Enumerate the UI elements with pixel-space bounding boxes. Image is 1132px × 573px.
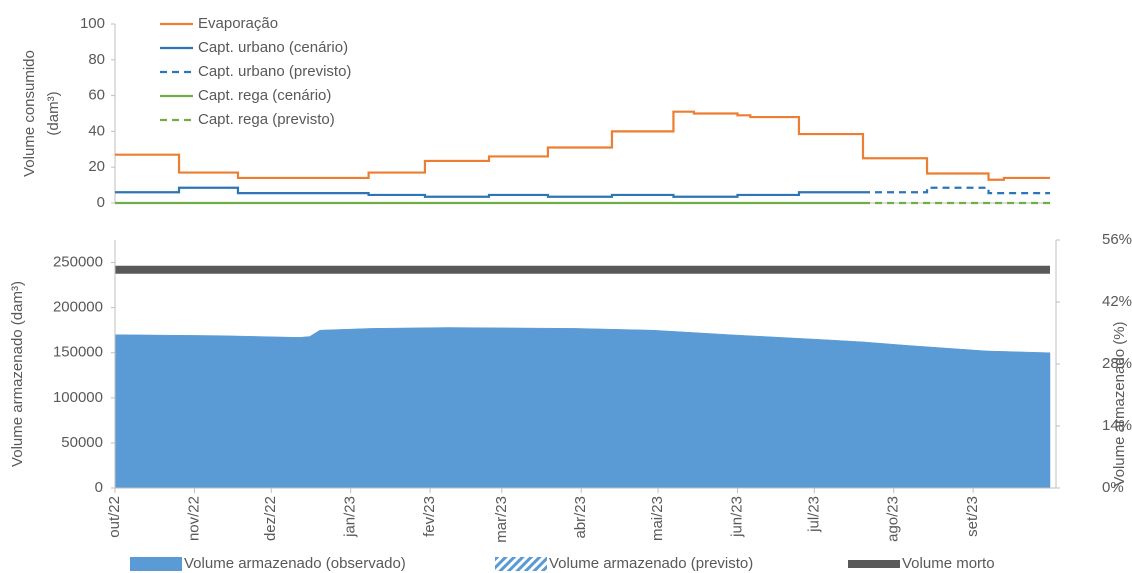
legend-swatch [130,557,182,571]
y2-tick-label: 14% [1102,417,1132,434]
x-tick-label: jan/23 [342,496,359,538]
x-tick-label: dez/22 [262,496,279,541]
y2-tick-label: 28% [1102,355,1132,372]
y-tick-label: 60 [88,87,105,104]
x-tick-label: mai/23 [649,496,666,541]
y-tick-label: 250000 [53,254,103,271]
area-series [862,341,1051,489]
y-tick-label: 20 [88,158,105,175]
x-tick-label: mar/23 [493,496,510,543]
line-series [115,186,863,198]
legend-swatch [495,557,547,571]
x-tick-label: out/22 [106,496,123,538]
line-series [115,110,1050,181]
y-tick-label: 80 [88,51,105,68]
y-tick-label: 0 [97,194,105,211]
legend-label: Volume morto [902,555,995,572]
y-tick-label: 100000 [53,389,103,406]
x-tick-label: nov/22 [185,496,202,541]
legend-label: Volume armazenado (observado) [184,555,406,572]
y2-tick-label: 0% [1102,479,1124,496]
x-tick-label: fev/23 [421,496,438,537]
y2-axis-label: Volume armazenado (%) [1111,321,1128,486]
legend-label: Evaporação [198,15,278,32]
y-tick-label: 0 [95,479,103,496]
y-tick-label: 50000 [61,434,103,451]
y2-tick-label: 56% [1102,231,1132,248]
legend-label: Volume armazenado (previsto) [549,555,753,572]
y-axis-label: Volume armazenado (dam³) [9,281,26,467]
legend-label: Capt. rega (cenário) [198,87,331,104]
legend-label: Capt. rega (previsto) [198,111,335,128]
legend-label: Capt. urbano (cenário) [198,39,348,56]
y-tick-label: 200000 [53,299,103,316]
legend-label: Capt. urbano (previsto) [198,63,351,80]
x-tick-label: jun/23 [728,496,745,538]
x-tick-label: abr/23 [572,496,589,539]
y-axis-label: (dam³) [45,91,62,135]
y2-tick-label: 42% [1102,293,1132,310]
x-tick-label: set/23 [964,496,981,537]
line-series [863,186,1050,195]
y-tick-label: 150000 [53,344,103,361]
x-tick-label: ago/23 [885,496,902,542]
area-series [114,327,864,489]
y-tick-label: 40 [88,122,105,139]
y-tick-label: 100 [80,15,105,32]
y-axis-label: Volume consumido [21,50,38,177]
x-tick-label: jul/23 [805,496,822,533]
